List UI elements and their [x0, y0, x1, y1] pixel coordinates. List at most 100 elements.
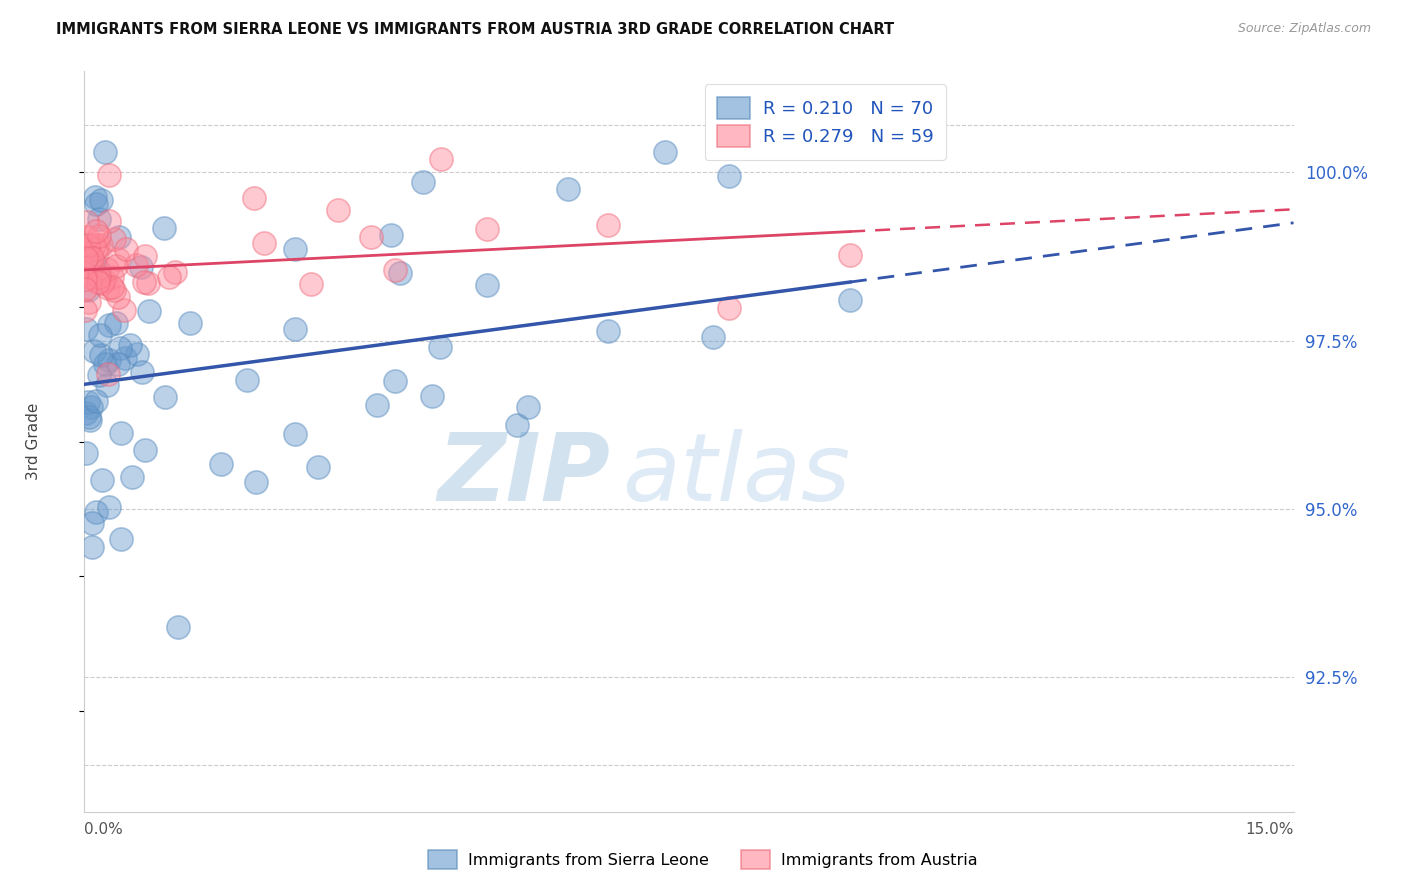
Point — [360, 230, 382, 244]
Point — [107, 290, 129, 304]
Legend: R = 0.210   N = 70, R = 0.279   N = 59: R = 0.210 N = 70, R = 0.279 N = 59 — [704, 84, 946, 160]
Point — [77, 254, 100, 268]
Point — [75, 272, 97, 286]
Point — [384, 263, 406, 277]
Point — [136, 276, 159, 290]
Point — [112, 303, 135, 318]
Point — [157, 269, 180, 284]
Point — [80, 400, 103, 414]
Point — [104, 316, 127, 330]
Point — [702, 329, 724, 343]
Point — [90, 238, 112, 252]
Point — [79, 409, 101, 424]
Point — [96, 377, 118, 392]
Point — [167, 620, 190, 634]
Point — [90, 348, 112, 362]
Point — [134, 249, 156, 263]
Point — [430, 152, 453, 166]
Point — [179, 316, 201, 330]
Point — [98, 318, 121, 332]
Point — [120, 337, 142, 351]
Point — [84, 197, 107, 211]
Point — [107, 252, 129, 266]
Point — [366, 398, 388, 412]
Point — [84, 505, 107, 519]
Point — [598, 324, 620, 338]
Point — [125, 258, 148, 272]
Point — [84, 393, 107, 408]
Point — [87, 212, 110, 227]
Text: 0.0%: 0.0% — [84, 822, 124, 837]
Point — [77, 294, 100, 309]
Point — [77, 395, 100, 409]
Point — [75, 406, 97, 420]
Point — [86, 238, 108, 252]
Point — [153, 390, 176, 404]
Point — [132, 275, 155, 289]
Point — [87, 270, 110, 285]
Point — [284, 322, 307, 336]
Point — [77, 238, 100, 252]
Text: atlas: atlas — [623, 429, 851, 520]
Text: Source: ZipAtlas.com: Source: ZipAtlas.com — [1237, 22, 1371, 36]
Point — [131, 365, 153, 379]
Point — [75, 322, 97, 336]
Point — [598, 219, 620, 233]
Point — [107, 357, 129, 371]
Point — [380, 227, 402, 242]
Point — [98, 500, 121, 515]
Point — [299, 277, 322, 291]
Point — [654, 145, 676, 160]
Point — [236, 373, 259, 387]
Point — [108, 341, 131, 355]
Point — [87, 368, 110, 382]
Point — [107, 230, 129, 244]
Point — [84, 257, 107, 271]
Point — [82, 271, 104, 285]
Point — [557, 181, 579, 195]
Point — [429, 340, 451, 354]
Point — [127, 346, 149, 360]
Point — [93, 357, 115, 371]
Point — [284, 427, 307, 442]
Point — [90, 473, 112, 487]
Point — [284, 243, 307, 257]
Point — [420, 389, 443, 403]
Point — [83, 254, 105, 268]
Point — [75, 303, 97, 318]
Point — [87, 228, 110, 243]
Point — [718, 301, 741, 315]
Point — [131, 260, 153, 274]
Point — [110, 533, 132, 547]
Point — [97, 368, 120, 382]
Point — [75, 266, 97, 280]
Point — [506, 418, 529, 433]
Point — [101, 280, 124, 294]
Point — [90, 193, 112, 207]
Point — [477, 222, 499, 236]
Point — [253, 235, 276, 250]
Point — [91, 276, 114, 290]
Point — [718, 169, 741, 183]
Point — [384, 374, 406, 388]
Text: 15.0%: 15.0% — [1246, 822, 1294, 837]
Point — [76, 214, 98, 228]
Point — [79, 238, 101, 252]
Point — [307, 460, 329, 475]
Point — [84, 223, 107, 237]
Point — [76, 230, 98, 244]
Point — [103, 283, 125, 297]
Point — [105, 259, 128, 273]
Point — [75, 251, 97, 265]
Point — [412, 175, 434, 189]
Point — [163, 265, 186, 279]
Point — [115, 242, 138, 256]
Point — [89, 327, 111, 342]
Point — [97, 353, 120, 368]
Text: 3rd Grade: 3rd Grade — [25, 403, 41, 480]
Legend: Immigrants from Sierra Leone, Immigrants from Austria: Immigrants from Sierra Leone, Immigrants… — [422, 844, 984, 875]
Point — [75, 281, 97, 295]
Point — [153, 220, 176, 235]
Point — [83, 237, 105, 252]
Point — [839, 248, 862, 262]
